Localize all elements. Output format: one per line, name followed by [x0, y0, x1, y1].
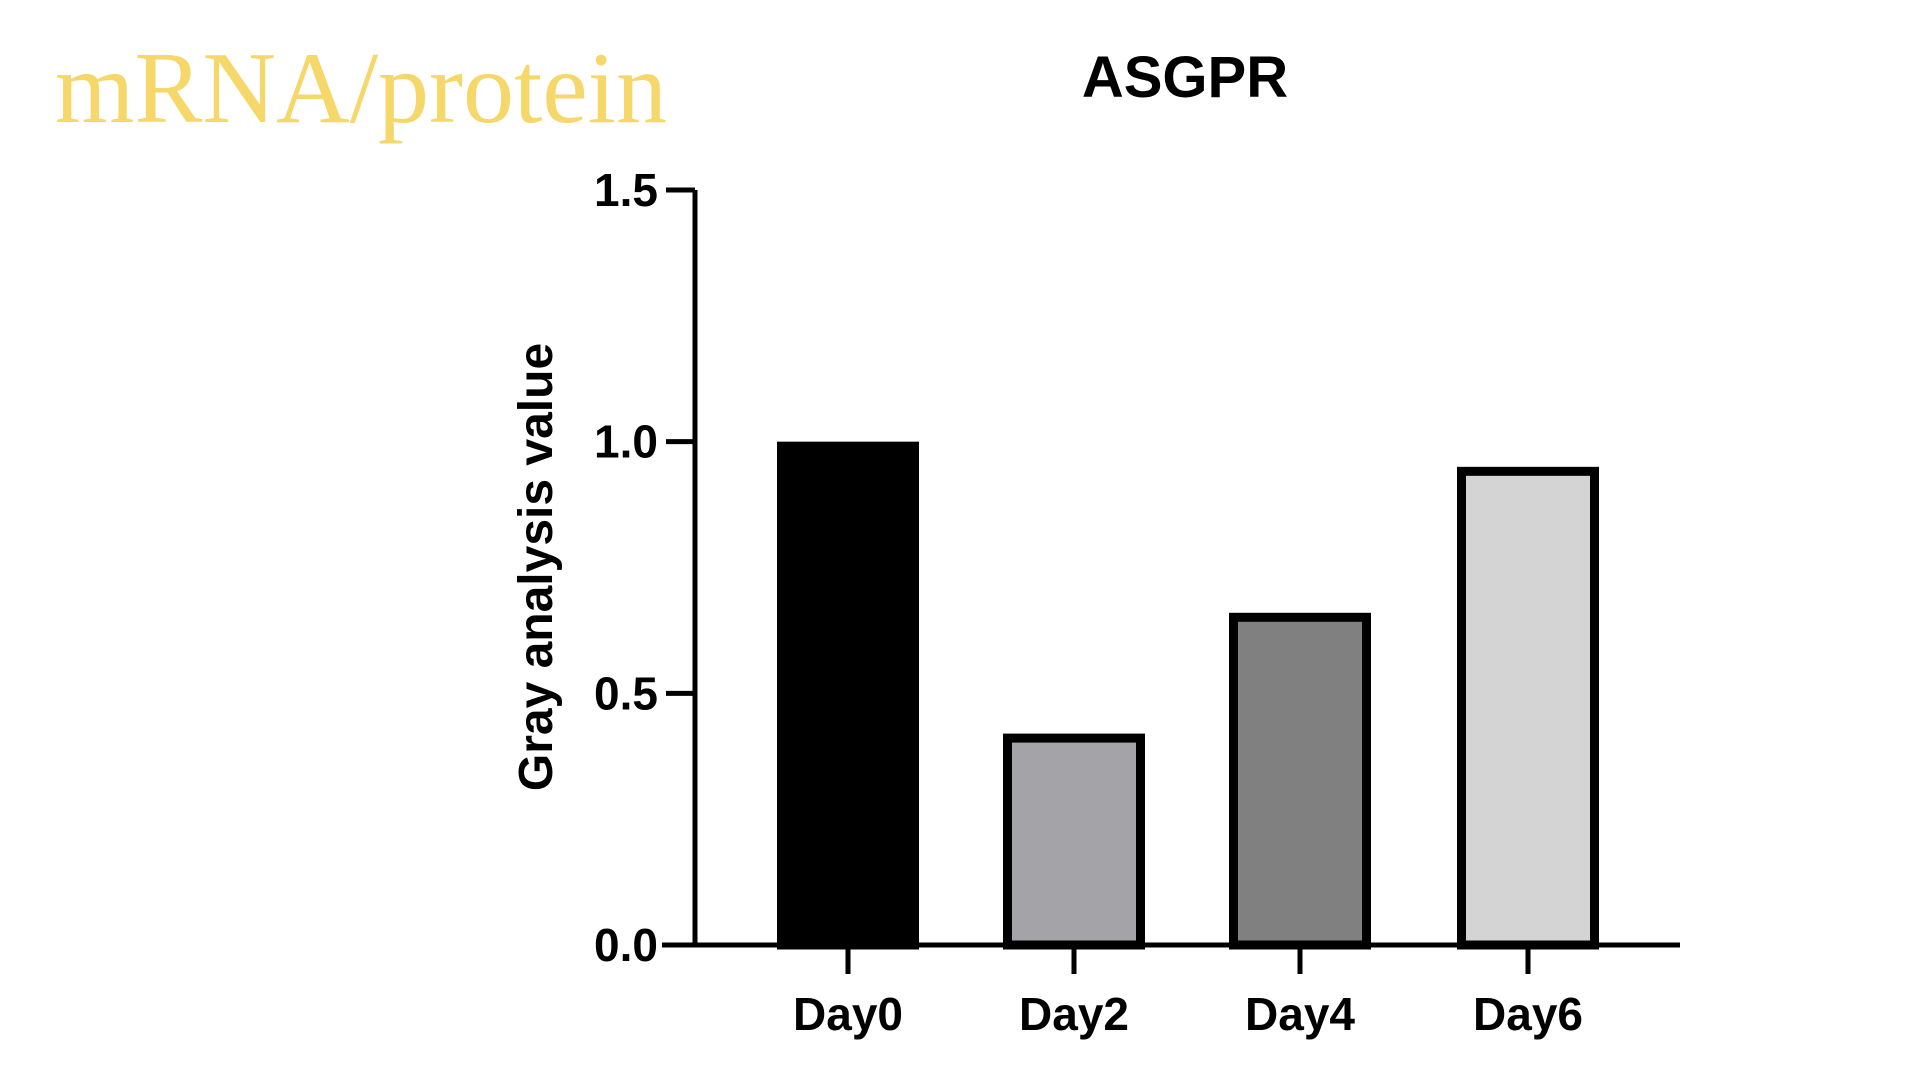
slide-heading: mRNA/protein	[55, 32, 667, 145]
x-tick-label-day4: Day4	[1245, 988, 1355, 1040]
x-tick-label-day6: Day6	[1473, 988, 1583, 1040]
x-tick-label-day2: Day2	[1019, 988, 1129, 1040]
y-tick-label: 1.5	[594, 164, 658, 216]
y-tick-label: 0.5	[594, 667, 658, 719]
axes-layer: 0.0 0.5 1.0 1.5 Day0 Day2 Day4 Day6	[594, 164, 1680, 1040]
bar-day4	[1229, 612, 1371, 950]
y-axis-label: Gray analysis value	[510, 343, 563, 791]
bar-day0	[777, 441, 919, 950]
chart-title: ASGPR	[1082, 45, 1288, 110]
x-tick-label-day0: Day0	[793, 988, 903, 1040]
bar-day2	[1003, 733, 1145, 950]
bar-day6	[1457, 466, 1599, 950]
bars-layer	[777, 441, 1599, 950]
y-tick-label: 0.0	[594, 919, 658, 971]
y-tick-label: 1.0	[594, 416, 658, 468]
